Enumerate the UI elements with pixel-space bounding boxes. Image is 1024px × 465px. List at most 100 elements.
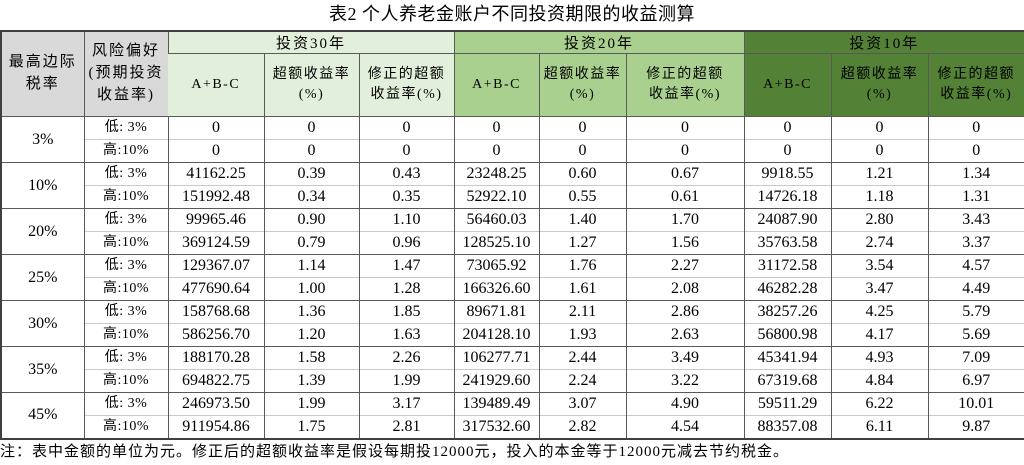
risk-preference-cell: 高:10% — [83, 139, 168, 163]
tax-rate-cell: 25% — [1, 254, 84, 301]
value-cell: 106277.71 — [453, 346, 540, 370]
value-cell: 2.44 — [538, 346, 627, 370]
value-cell: 0 — [927, 139, 1024, 163]
subcol-20yr-excess-return: 超额收益率 (%) — [538, 53, 627, 117]
value-cell: 2.24 — [538, 369, 627, 393]
value-cell: 317532.60 — [453, 415, 540, 439]
value-cell: 0 — [453, 139, 540, 163]
value-cell: 56800.98 — [743, 323, 832, 347]
value-cell: 4.93 — [830, 346, 929, 370]
value-cell: 6.22 — [830, 392, 929, 416]
tax-rate-cell: 45% — [1, 392, 84, 439]
value-cell: 0 — [263, 116, 359, 140]
table-row: 高:10% 369124.59 0.79 0.96 128525.10 1.27 1.56 3… — [1, 231, 1024, 255]
value-cell: 4.25 — [830, 300, 929, 324]
value-cell: 3.07 — [538, 392, 627, 416]
value-cell: 3.47 — [830, 277, 929, 301]
value-cell: 1.14 — [263, 254, 359, 278]
table-row: 高:10% 477690.64 1.00 1.28 166326.60 1.61 2.08 4… — [1, 277, 1024, 301]
value-cell: 1.93 — [538, 323, 627, 347]
value-cell: 3.17 — [358, 392, 455, 416]
risk-preference-header: 风险偏好 (预期投资 收益率) — [83, 30, 168, 117]
value-cell: 0.35 — [358, 185, 455, 209]
value-cell: 1.27 — [538, 231, 627, 255]
subcolumn-header-row: A+B-C 超额收益率 (%) 修正的超额 收益率(%) A+B-C 超额收益率… — [1, 53, 1024, 117]
value-cell: 204128.10 — [453, 323, 540, 347]
table-row: 30% 低: 3% 158768.68 1.36 1.85 89671.81 2.11 2.8… — [1, 300, 1024, 347]
value-cell: 0.79 — [263, 231, 359, 255]
table-row: 20% 低: 3% 99965.46 0.90 1.10 56460.03 1.40 1.70… — [1, 208, 1024, 255]
value-cell: 369124.59 — [167, 231, 264, 255]
value-cell: 45341.94 — [743, 346, 832, 370]
risk-preference-cell: 高:10% — [83, 231, 168, 255]
value-cell: 2.27 — [625, 254, 745, 278]
value-cell: 2.11 — [538, 300, 627, 324]
risk-preference-cell: 高:10% — [83, 277, 168, 301]
value-cell: 0.55 — [538, 185, 627, 209]
tax-rate-cell: 35% — [1, 346, 84, 393]
subcol-30yr-adjusted-excess-return: 修正的超额 收益率(%) — [358, 53, 455, 117]
value-cell: 1.56 — [625, 231, 745, 255]
subcol-30yr-abc: A+B-C — [168, 53, 264, 117]
value-cell: 46282.28 — [743, 277, 832, 301]
group-header-20yr: 投资20年 — [453, 30, 745, 54]
value-cell: 1.47 — [358, 254, 455, 278]
risk-preference-cell: 低: 3% — [83, 300, 168, 324]
value-cell: 129367.07 — [167, 254, 264, 278]
value-cell: 2.86 — [625, 300, 745, 324]
value-cell: 911954.86 — [167, 415, 264, 439]
value-cell: 0.60 — [538, 162, 627, 186]
value-cell: 2.82 — [538, 415, 627, 439]
tax-rate-cell: 20% — [1, 208, 84, 255]
value-cell: 0 — [167, 116, 264, 140]
value-cell: 2.80 — [830, 208, 929, 232]
value-cell: 2.08 — [625, 277, 745, 301]
value-cell: 0.61 — [625, 185, 745, 209]
risk-preference-cell: 低: 3% — [83, 162, 168, 186]
risk-preference-cell: 低: 3% — [83, 392, 168, 416]
value-cell: 9.87 — [927, 415, 1024, 439]
value-cell: 99965.46 — [167, 208, 264, 232]
group-header-10yr: 投资10年 — [743, 30, 1024, 54]
table-body: 3% 低: 3% 0 0 0 0 0 0 0 0 0 高:10% 0 0 0 0 0 0 0 0 0 10% 低: 3% 41… — [1, 116, 1024, 439]
value-cell: 0 — [625, 139, 745, 163]
value-cell: 2.81 — [358, 415, 455, 439]
value-cell: 59511.29 — [743, 392, 832, 416]
value-cell: 166326.60 — [453, 277, 540, 301]
risk-preference-cell: 低: 3% — [83, 208, 168, 232]
subcol-10yr-excess-return: 超额收益率 (%) — [830, 53, 929, 117]
subcol-30yr-excess-return: 超额收益率 (%) — [263, 53, 359, 117]
risk-preference-cell: 高:10% — [83, 185, 168, 209]
value-cell: 1.85 — [358, 300, 455, 324]
group-header-row: 最高边际 税率 风险偏好 (预期投资 收益率) 投资30年 投资20年 投资10… — [1, 30, 1024, 117]
value-cell: 4.90 — [625, 392, 745, 416]
value-cell: 10.01 — [927, 392, 1024, 416]
value-cell: 128525.10 — [453, 231, 540, 255]
table-footnote: 注：表中金额的单位为元。修正后的超额收益率是假设每期投12000元，投入的本金等… — [0, 443, 790, 460]
value-cell: 1.75 — [263, 415, 359, 439]
value-cell: 9918.55 — [743, 162, 832, 186]
value-cell: 0.67 — [625, 162, 745, 186]
value-cell: 0 — [538, 116, 627, 140]
value-cell: 188170.28 — [167, 346, 264, 370]
value-cell: 38257.26 — [743, 300, 832, 324]
value-cell: 0 — [830, 116, 929, 140]
value-cell: 24087.90 — [743, 208, 832, 232]
value-cell: 3.49 — [625, 346, 745, 370]
value-cell: 0.39 — [263, 162, 359, 186]
value-cell: 23248.25 — [453, 162, 540, 186]
table-row: 高:10% 586256.70 1.20 1.63 204128.10 1.93 2.63 5… — [1, 323, 1024, 347]
value-cell: 56460.03 — [453, 208, 540, 232]
value-cell: 1.99 — [263, 392, 359, 416]
value-cell: 67319.68 — [743, 369, 832, 393]
value-cell: 158768.68 — [167, 300, 264, 324]
risk-preference-cell: 低: 3% — [83, 346, 168, 370]
value-cell: 88357.08 — [743, 415, 832, 439]
value-cell: 4.57 — [927, 254, 1024, 278]
value-cell: 1.70 — [625, 208, 745, 232]
value-cell: 4.54 — [625, 415, 745, 439]
value-cell: 3.43 — [927, 208, 1024, 232]
value-cell: 694822.75 — [167, 369, 264, 393]
value-cell: 4.49 — [927, 277, 1024, 301]
subcol-10yr-adjusted-excess-return: 修正的超额 收益率(%) — [927, 53, 1024, 117]
